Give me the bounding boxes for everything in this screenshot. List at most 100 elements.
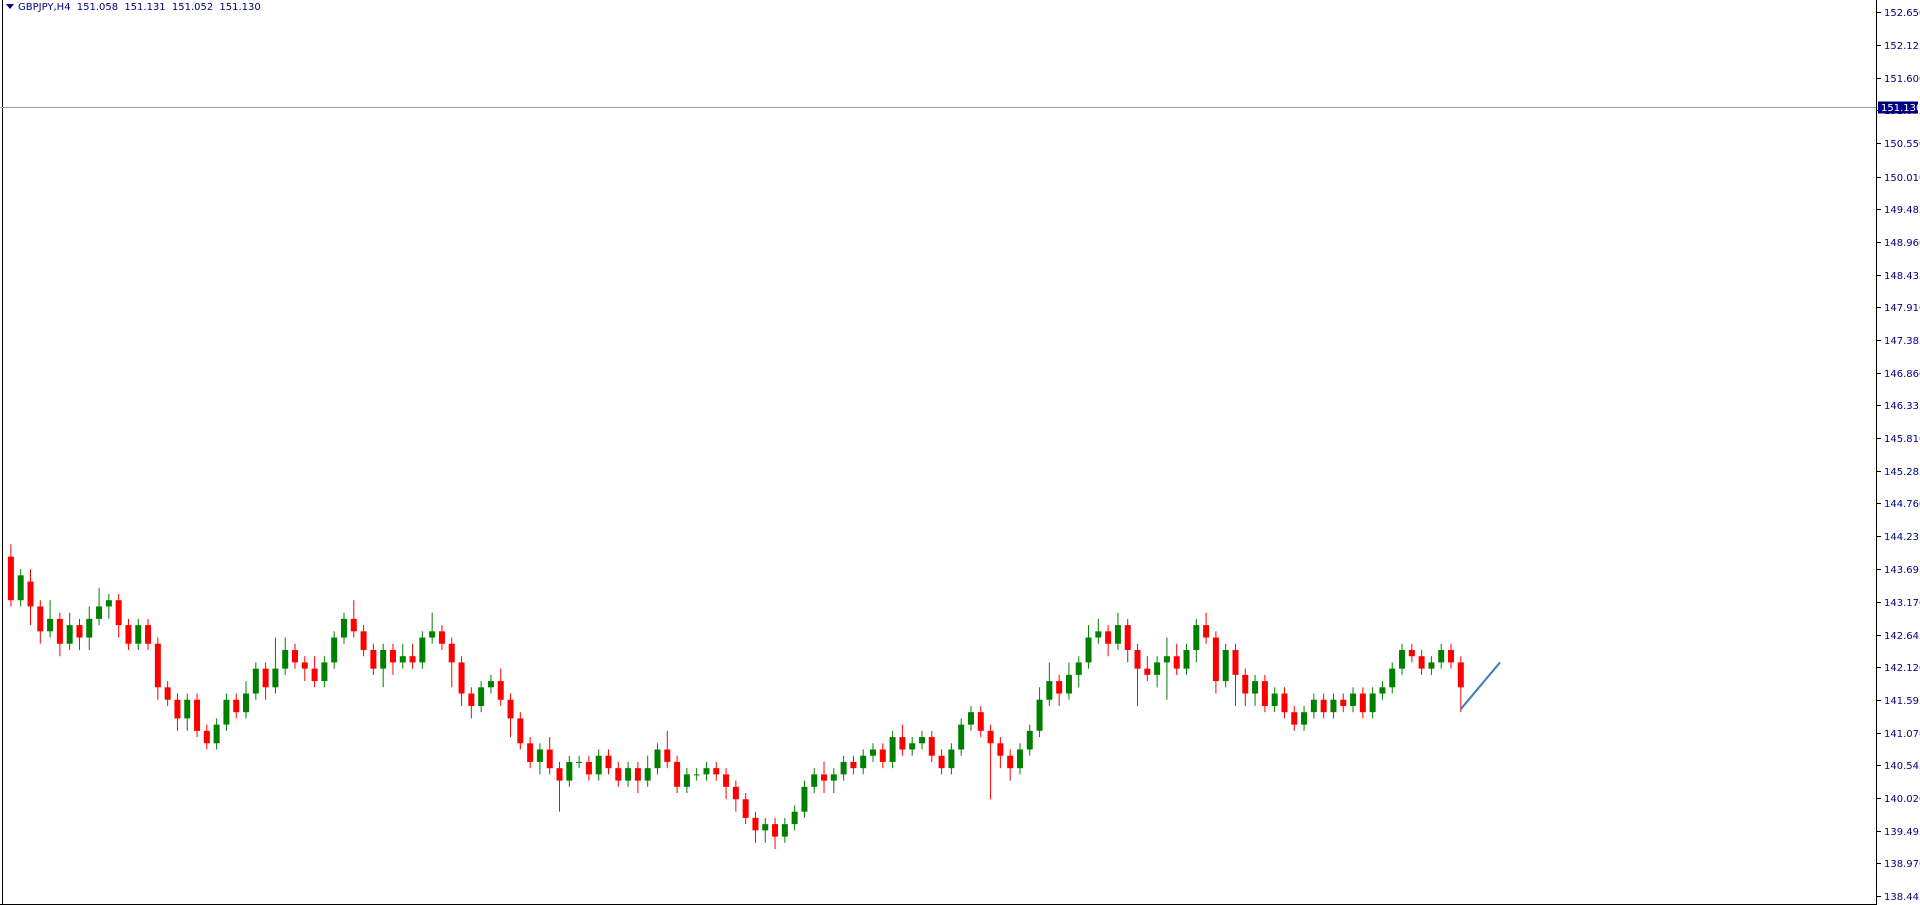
candle-body [625, 768, 632, 781]
candle-body [1026, 730, 1033, 750]
candle-body [1056, 681, 1063, 694]
candle-body [497, 681, 504, 700]
candle-body [292, 649, 299, 663]
candle-body [536, 749, 543, 762]
close-value: 151.130 [219, 2, 261, 13]
candle-body [1379, 687, 1386, 694]
y-tick-label: 144.235 [1884, 532, 1920, 543]
candle-body [1007, 755, 1014, 769]
candle-body [478, 687, 485, 706]
candle-body [1291, 712, 1298, 725]
current-price-tag [1878, 101, 1918, 114]
y-tick-label: 148.960 [1884, 238, 1920, 249]
candle-body [321, 662, 328, 682]
y-tick-label: 149.485 [1884, 205, 1920, 216]
candle-body [429, 631, 436, 638]
candle-body [1428, 662, 1435, 669]
dropdown-triangle-icon[interactable] [6, 4, 14, 9]
low-value: 151.052 [171, 2, 214, 13]
y-tick-label: 143.170 [1884, 598, 1920, 609]
y-tick-label: 145.285 [1884, 467, 1920, 478]
candle-body [448, 643, 455, 663]
candle-body [762, 824, 769, 831]
candle-body [262, 668, 269, 688]
candle-body [1281, 693, 1288, 713]
plot-layer [0, 0, 1876, 905]
y-tick-label: 151.600 [1884, 74, 1920, 85]
y-tick-label: 140.545 [1884, 761, 1920, 772]
candle-body [7, 556, 14, 601]
candle-body [811, 774, 818, 787]
candle-body [1075, 662, 1082, 675]
candle-body [938, 755, 945, 769]
candle-body [870, 749, 877, 756]
candle-body [154, 643, 161, 688]
candle-body [703, 768, 710, 775]
candle-body [674, 761, 681, 787]
candle-body [615, 768, 622, 781]
candle-body [115, 600, 122, 626]
candle-body [1369, 693, 1376, 713]
candle-body [272, 668, 279, 688]
candle-body [683, 774, 690, 787]
y-tick-label: 146.860 [1884, 369, 1920, 380]
candle-body [1193, 625, 1200, 650]
candle-body [399, 656, 406, 663]
candle-body [252, 668, 259, 694]
y-tick-label: 145.810 [1884, 434, 1920, 445]
candle-body [145, 625, 152, 644]
candle-body [1085, 637, 1092, 663]
candle-body [1046, 681, 1053, 700]
candle-body [1389, 668, 1396, 688]
candle-body [66, 625, 73, 644]
y-tick-label: 139.495 [1884, 827, 1920, 838]
y-tick-label: 142.645 [1884, 631, 1920, 642]
candle-body [1232, 649, 1239, 675]
candle-body [1301, 712, 1308, 725]
candle-body [860, 755, 867, 769]
candle-body [350, 618, 357, 632]
candle-body [889, 737, 896, 762]
candle-body [340, 618, 347, 638]
candle-body [86, 618, 93, 638]
candle-body [1203, 625, 1210, 638]
candle-body [233, 699, 240, 713]
y-tick-label: 138.970 [1884, 859, 1920, 870]
y-tick-label: 144.760 [1884, 499, 1920, 510]
candle-body [1154, 662, 1161, 675]
candle-body [830, 774, 837, 781]
candle-body [311, 668, 318, 682]
candle-body [135, 625, 142, 644]
candle-body [1457, 662, 1464, 688]
y-tick-label: 138.445 [1884, 892, 1920, 903]
y-tick-label: 140.020 [1884, 794, 1920, 805]
y-tick-label: 147.385 [1884, 336, 1920, 347]
candle-body [76, 625, 83, 638]
candle-body [1134, 649, 1141, 669]
y-tick-label: 146.335 [1884, 401, 1920, 412]
candle-body [301, 662, 308, 669]
candle-body [1114, 625, 1121, 644]
candle-body [409, 656, 416, 663]
candle-body [958, 724, 965, 750]
candle-body [223, 699, 230, 725]
candle-body [840, 761, 847, 775]
candle-body [566, 761, 573, 781]
candle-body [184, 699, 191, 719]
candle-body [282, 649, 289, 669]
candle-body [791, 811, 798, 825]
candle-body [468, 693, 475, 706]
candle-body [821, 774, 828, 781]
candle-body [967, 712, 974, 725]
candle-body [605, 755, 612, 769]
candle-body [1105, 631, 1112, 644]
candle-body [1271, 693, 1278, 706]
candle-body [595, 755, 602, 775]
candle-body [1173, 656, 1180, 669]
candle-body [164, 687, 171, 700]
candle-body [1065, 674, 1072, 694]
candle-body [1252, 681, 1259, 694]
y-tick-label: 150.010 [1884, 173, 1920, 184]
